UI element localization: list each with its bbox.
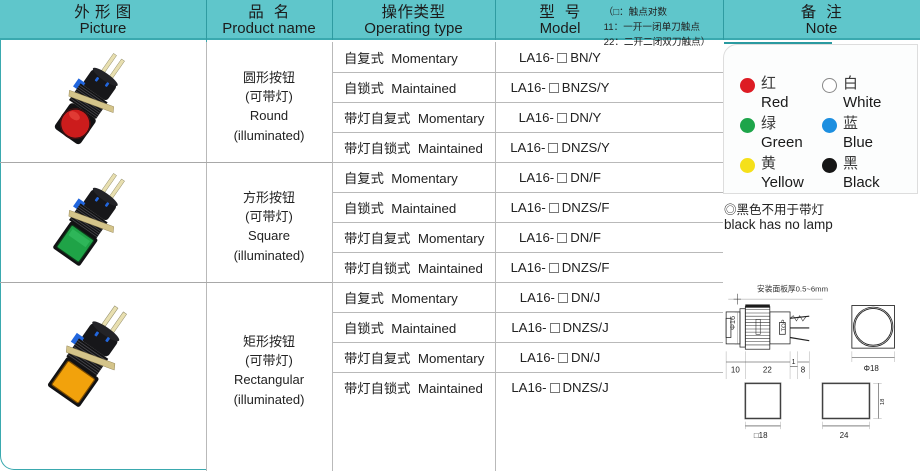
svg-text:Φ18: Φ18 xyxy=(864,364,880,373)
svg-text:安装面板厚0.5~6mm: 安装面板厚0.5~6mm xyxy=(757,284,828,294)
svg-text:18: 18 xyxy=(880,399,886,406)
svg-text:22: 22 xyxy=(763,366,772,375)
svg-text:1: 1 xyxy=(792,359,796,366)
svg-text:8: 8 xyxy=(801,366,806,375)
svg-text:TOP: TOP xyxy=(781,319,787,331)
svg-text:□18: □18 xyxy=(754,431,768,440)
svg-text:24: 24 xyxy=(840,431,849,440)
svg-text:10: 10 xyxy=(731,366,740,375)
svg-text:Φ16: Φ16 xyxy=(728,316,737,330)
